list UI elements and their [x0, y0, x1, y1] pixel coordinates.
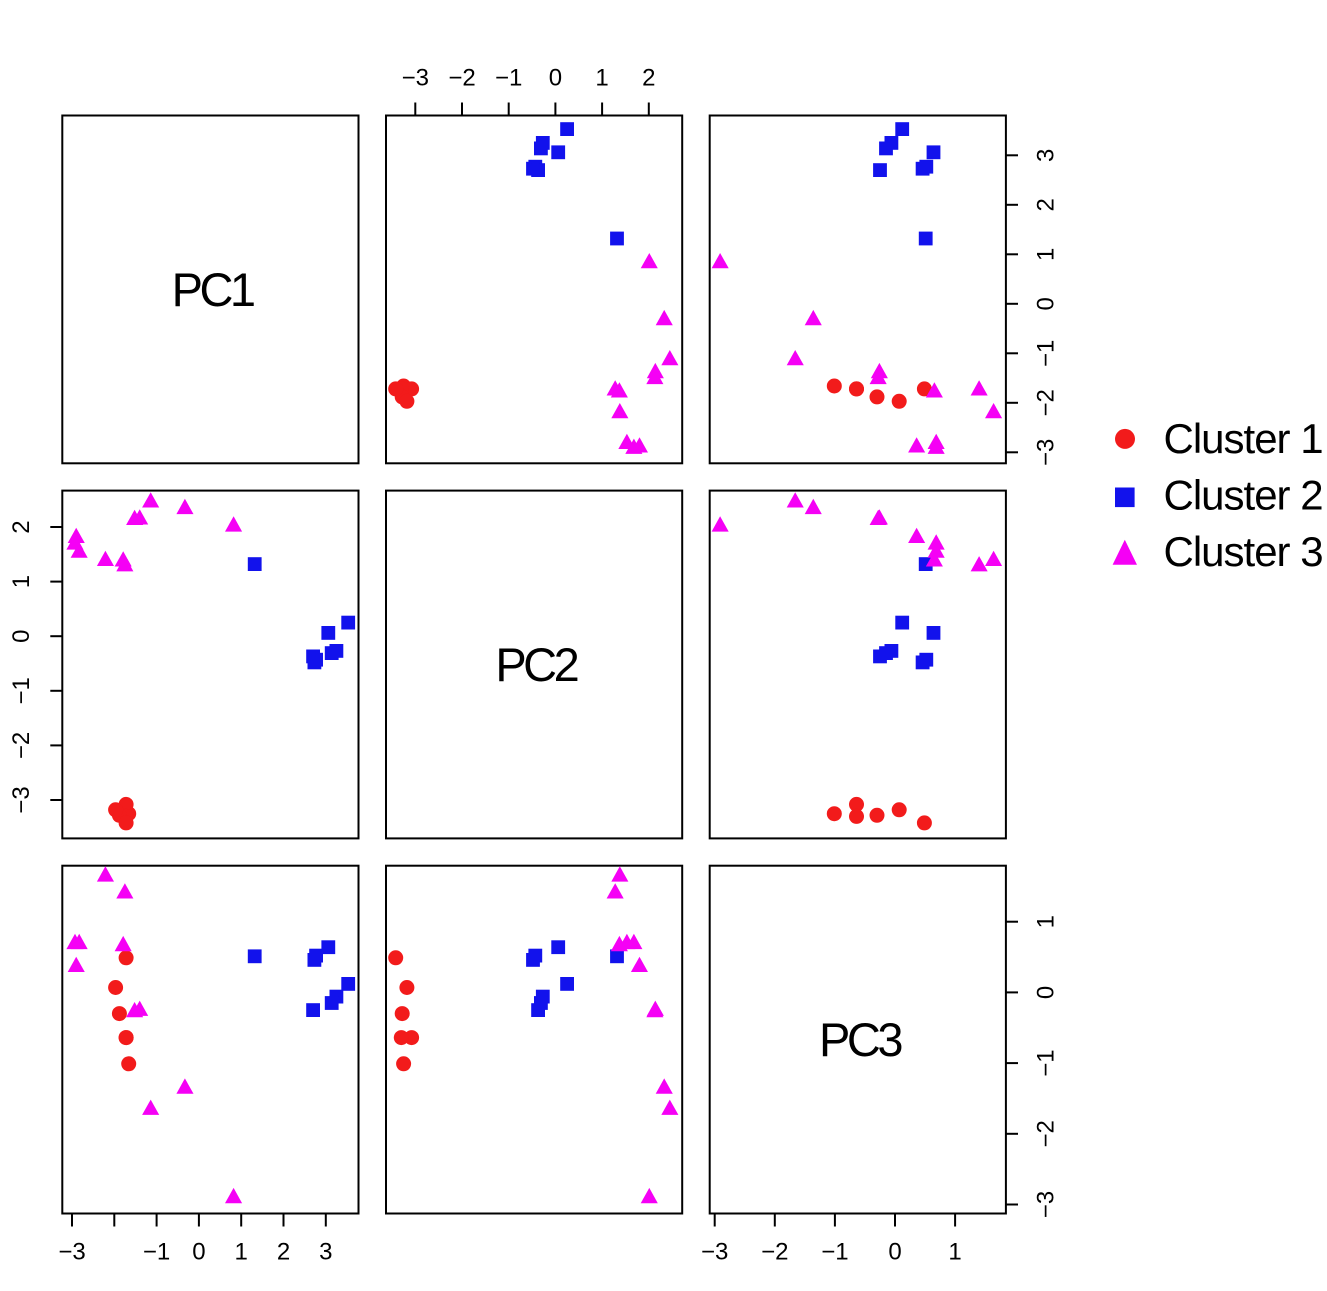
svg-text:−1: −1 [495, 65, 522, 92]
svg-text:PC2: PC2 [495, 638, 577, 691]
svg-text:−3: −3 [1033, 439, 1060, 466]
svg-text:2: 2 [1033, 198, 1060, 211]
svg-text:−3: −3 [1033, 1191, 1060, 1218]
svg-text:−1: −1 [1033, 1049, 1060, 1076]
svg-text:−2: −2 [448, 65, 475, 92]
svg-text:−2: −2 [1033, 1120, 1060, 1147]
svg-text:−3: −3 [402, 65, 429, 92]
svg-text:0: 0 [8, 630, 35, 643]
svg-text:−1: −1 [8, 677, 35, 704]
svg-text:1: 1 [948, 1239, 961, 1266]
svg-text:1: 1 [235, 1239, 248, 1266]
svg-text:−2: −2 [8, 732, 35, 759]
svg-text:−1: −1 [143, 1239, 170, 1266]
svg-text:PC3: PC3 [819, 1013, 902, 1066]
svg-text:−1: −1 [1033, 340, 1060, 367]
svg-text:3: 3 [1033, 149, 1060, 162]
svg-text:1: 1 [1033, 248, 1060, 261]
svg-text:0: 0 [549, 65, 562, 92]
svg-text:−3: −3 [8, 786, 35, 813]
svg-text:PC1: PC1 [172, 263, 254, 316]
svg-text:0: 0 [192, 1239, 205, 1266]
svg-text:2: 2 [8, 520, 35, 533]
svg-text:0: 0 [1033, 297, 1060, 310]
svg-text:1: 1 [1033, 915, 1060, 928]
svg-text:0: 0 [888, 1239, 901, 1266]
svg-text:1: 1 [595, 65, 608, 92]
svg-text:0: 0 [1033, 986, 1060, 999]
svg-text:Cluster 3: Cluster 3 [1164, 528, 1323, 575]
svg-text:−2: −2 [1033, 389, 1060, 416]
svg-text:Cluster 2: Cluster 2 [1164, 472, 1323, 519]
svg-text:−3: −3 [701, 1239, 728, 1266]
svg-text:Cluster 1: Cluster 1 [1164, 415, 1323, 462]
svg-text:−1: −1 [821, 1239, 848, 1266]
svg-text:−3: −3 [58, 1239, 85, 1266]
svg-text:1: 1 [8, 575, 35, 588]
svg-text:3: 3 [319, 1239, 332, 1266]
svg-text:−2: −2 [761, 1239, 788, 1266]
svg-text:2: 2 [277, 1239, 290, 1266]
svg-text:2: 2 [642, 65, 655, 92]
